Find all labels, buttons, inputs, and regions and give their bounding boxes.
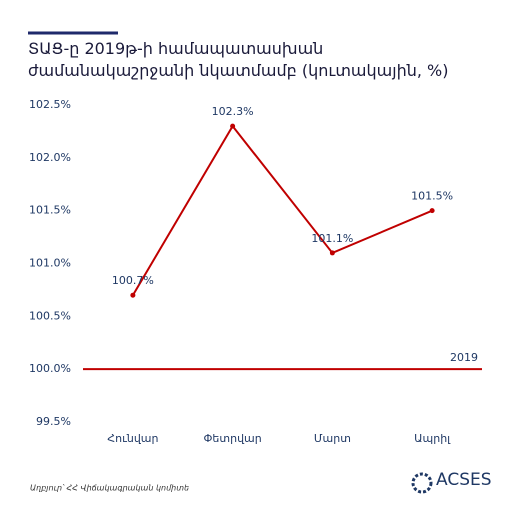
point	[429, 208, 435, 214]
y-tick-label: 101.0%	[29, 257, 71, 270]
data-label: 101.1%	[311, 232, 353, 245]
y-tick-label: 102.0%	[29, 151, 71, 164]
logo: ACSES	[411, 470, 492, 494]
data-label: 101.5%	[411, 190, 453, 203]
data-label: 100.7%	[112, 274, 154, 287]
x-tick-label: Հունվար	[107, 432, 158, 445]
point	[329, 250, 335, 256]
x-tick-label: Փետրվար	[204, 432, 262, 445]
logo-icon	[411, 472, 433, 494]
point	[230, 123, 236, 129]
source: Աղբյուր՝ ՀՀ Վիճակագրական կոմիտե	[30, 483, 189, 493]
data-label: 102.3%	[212, 105, 254, 118]
y-tick-label: 100.0%	[29, 362, 71, 375]
x-tick-label: Մարտ	[314, 432, 351, 445]
chart-title: ՏԱՑ-ը 2019թ-ի համապատասխան ժամանակաշրջան…	[28, 39, 449, 80]
y-tick-label: 101.5%	[29, 204, 71, 217]
reference-label: 2019	[450, 351, 478, 364]
point	[130, 292, 136, 298]
y-tick-label: 99.5%	[36, 415, 71, 428]
line	[132, 124, 433, 296]
x-tick-label: Ապրիլ	[414, 432, 451, 445]
y-tick-label: 102.5%	[29, 98, 71, 111]
y-tick-label: 100.5%	[29, 309, 71, 322]
logo-text: ACSES	[436, 470, 492, 490]
